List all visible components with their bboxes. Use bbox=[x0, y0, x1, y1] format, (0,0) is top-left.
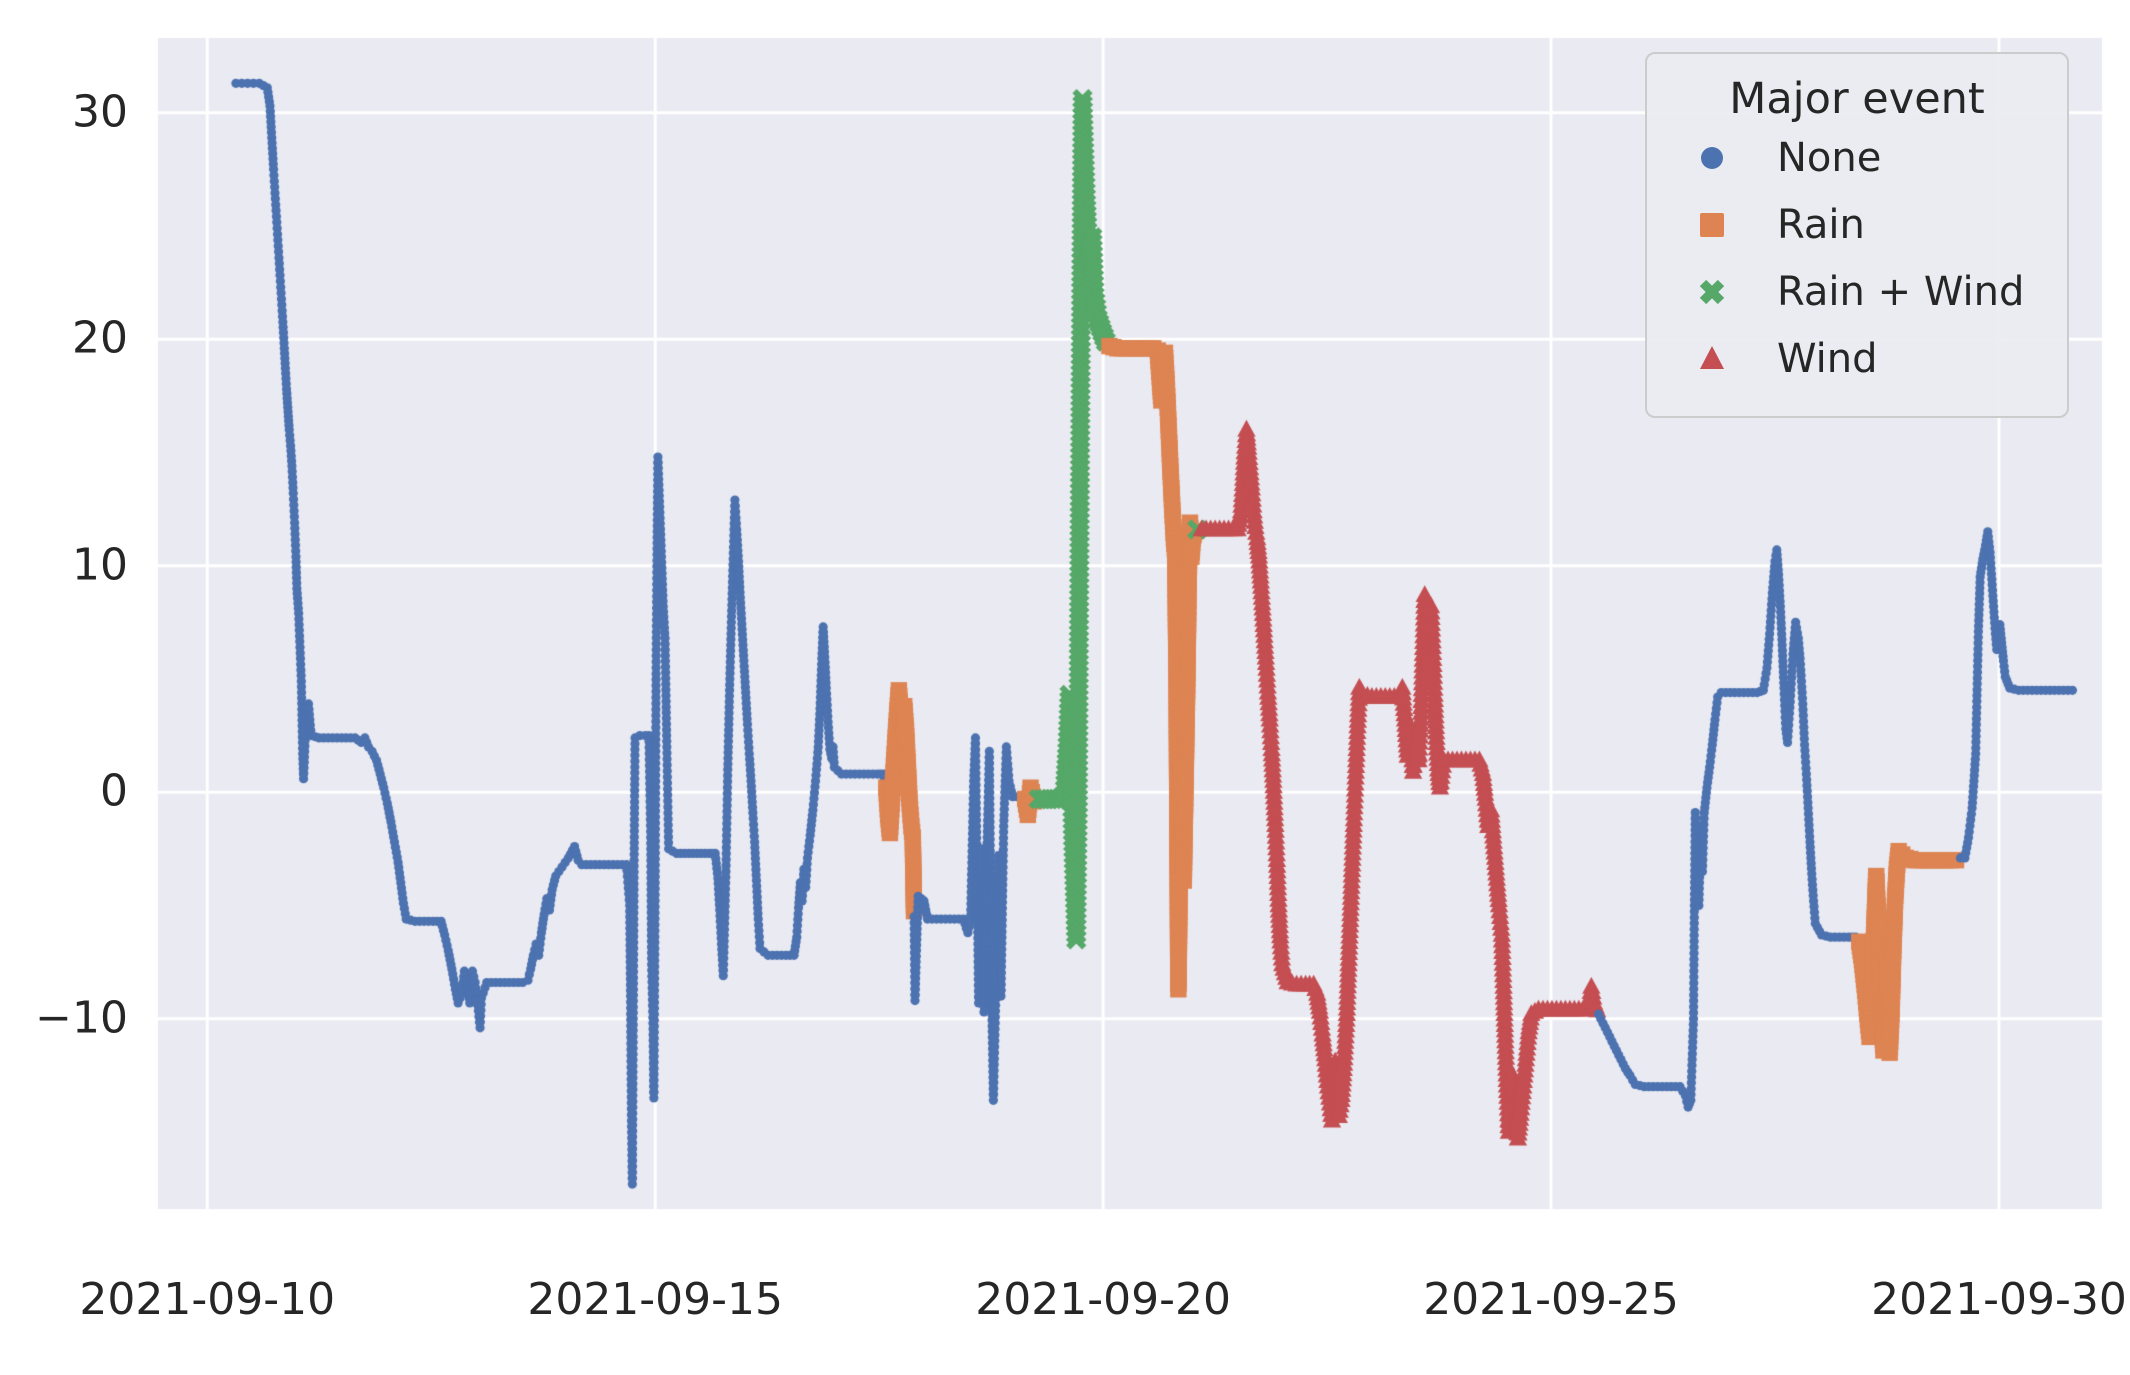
legend-label-none: None bbox=[1777, 135, 1882, 181]
legend-row-none: None bbox=[1647, 125, 2067, 191]
x-tick-label: 2021-09-10 bbox=[79, 1274, 336, 1325]
x-tick-label: 2021-09-25 bbox=[1423, 1274, 1679, 1325]
legend-title: Major event bbox=[1729, 74, 1985, 124]
legend-label-wind: Wind bbox=[1777, 336, 1878, 382]
rain-wind-x-icon bbox=[1647, 269, 1777, 315]
y-tick-label: −10 bbox=[35, 992, 128, 1044]
y-tick-label: 10 bbox=[72, 539, 128, 591]
rain-square-icon bbox=[1647, 202, 1777, 248]
y-tick-label: 30 bbox=[72, 86, 128, 138]
legend-label-rain: Rain bbox=[1777, 202, 1865, 248]
legend-row-rain-wind: Rain + Wind bbox=[1647, 259, 2067, 325]
y-tick-label: 20 bbox=[72, 312, 128, 364]
y-tick-label: 0 bbox=[100, 765, 128, 817]
legend-row-rain: Rain bbox=[1647, 192, 2067, 258]
x-tick-label: 2021-09-20 bbox=[975, 1274, 1231, 1325]
x-tick-label: 2021-09-15 bbox=[527, 1274, 784, 1325]
legend-row-wind: Wind bbox=[1647, 326, 2067, 392]
none-circle-icon bbox=[1647, 135, 1777, 181]
wind-triangle-icon bbox=[1647, 336, 1777, 382]
x-tick-label: 2021-09-30 bbox=[1871, 1274, 2127, 1325]
legend-label-rain-wind: Rain + Wind bbox=[1777, 269, 2025, 315]
legend: Major event None Rain Rain + Wind Wind bbox=[1645, 52, 2069, 418]
